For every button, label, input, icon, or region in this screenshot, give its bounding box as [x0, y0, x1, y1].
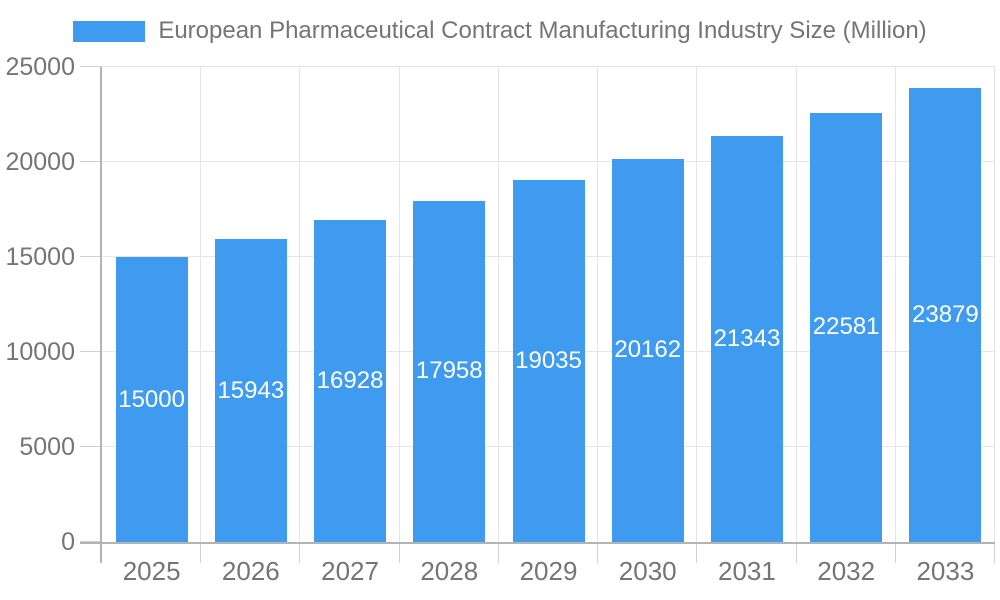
- x-tick-label: 2028: [420, 556, 479, 586]
- x-axis-tick: [200, 542, 202, 563]
- y-axis-tick: [80, 256, 102, 257]
- x-gridline: [497, 67, 499, 542]
- x-gridline: [398, 67, 400, 542]
- y-gridline: [102, 161, 995, 162]
- y-gridline: [102, 66, 995, 67]
- y-axis-line: [100, 67, 102, 563]
- bar-value-label: 15000: [118, 385, 185, 413]
- y-tick-label: 5000: [19, 433, 75, 461]
- bar[interactable]: 19035: [512, 180, 585, 542]
- bar-value-label: 22581: [812, 313, 880, 341]
- x-axis-tick: [994, 542, 995, 563]
- x-axis-line: [80, 542, 995, 544]
- bar-value-label: 20162: [614, 336, 682, 364]
- legend-swatch: [73, 20, 146, 42]
- bar-value-label: 17958: [415, 357, 483, 385]
- x-gridline: [994, 67, 995, 542]
- bar-value-label: 23879: [912, 301, 979, 329]
- x-gridline: [299, 67, 301, 542]
- bar[interactable]: 17958: [413, 200, 486, 542]
- x-tick-label: 2025: [122, 556, 181, 586]
- x-gridline: [200, 67, 202, 542]
- bar-value-label: 15943: [217, 376, 285, 404]
- y-axis-tick: [80, 446, 102, 447]
- bar[interactable]: 15000: [115, 257, 188, 542]
- x-tick-label: 2032: [817, 556, 876, 586]
- x-tick-label: 2030: [618, 556, 677, 586]
- x-axis-tick: [299, 542, 301, 563]
- x-tick-label: 2033: [916, 556, 975, 586]
- y-tick-label: 0: [61, 528, 75, 556]
- x-gridline: [795, 67, 797, 542]
- x-gridline: [597, 67, 599, 542]
- y-tick-label: 15000: [5, 243, 75, 271]
- x-gridline: [696, 67, 698, 542]
- x-axis-tick: [696, 542, 698, 563]
- chart-legend[interactable]: European Pharmaceutical Contract Manufac…: [0, 17, 1000, 45]
- y-axis-tick: [80, 161, 102, 162]
- bar-value-label: 16928: [316, 367, 384, 395]
- bar[interactable]: 15943: [214, 239, 287, 542]
- x-tick-label: 2027: [321, 556, 379, 586]
- bar-value-label: 21343: [713, 325, 781, 353]
- x-tick-label: 2029: [519, 556, 578, 586]
- x-tick-label: 2026: [221, 556, 280, 586]
- x-axis-tick: [497, 542, 499, 563]
- x-axis-tick: [894, 542, 896, 563]
- x-axis-tick: [795, 542, 797, 563]
- bar[interactable]: 23879: [909, 88, 982, 542]
- chart-title: European Pharmaceutical Contract Manufac…: [158, 17, 927, 44]
- bar-value-label: 19035: [515, 347, 582, 375]
- bar[interactable]: 16928: [314, 220, 387, 542]
- y-tick-label: 10000: [5, 338, 75, 366]
- bar[interactable]: 20162: [611, 158, 684, 542]
- bar[interactable]: 22581: [810, 112, 883, 542]
- y-tick-label: 25000: [5, 53, 75, 81]
- y-axis-tick: [80, 541, 102, 542]
- y-tick-label: 20000: [5, 148, 75, 176]
- y-axis-tick: [80, 351, 102, 352]
- y-axis-tick: [80, 66, 102, 67]
- bar[interactable]: 21343: [710, 136, 783, 542]
- x-axis-tick: [398, 542, 400, 563]
- x-axis-tick: [597, 542, 599, 563]
- x-gridline: [894, 67, 896, 542]
- x-tick-label: 2031: [718, 556, 776, 586]
